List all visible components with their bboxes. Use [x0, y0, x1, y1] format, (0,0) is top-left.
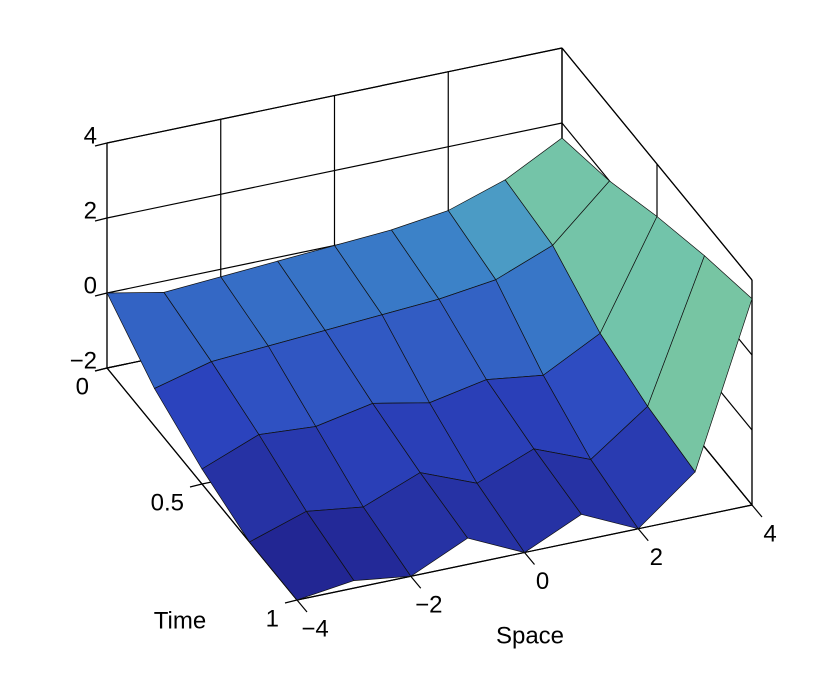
- x-tick-label: −4: [301, 615, 328, 642]
- surface-patch: [248, 510, 355, 601]
- x-tick-label: 4: [763, 520, 776, 547]
- x-tick-label: −2: [415, 592, 442, 619]
- y-tick-label: 1: [266, 605, 279, 632]
- x-tick: [410, 575, 422, 589]
- y-axis-label: Time: [154, 607, 206, 634]
- x-tick: [524, 552, 535, 565]
- y-tick: [94, 367, 108, 372]
- z-tick-label: 2: [84, 197, 97, 224]
- z-tick: [94, 217, 108, 222]
- z-tick: [94, 292, 108, 297]
- y-tick-label: 0: [76, 373, 89, 400]
- x-tick: [637, 528, 649, 542]
- x-tick-label: 0: [536, 568, 549, 595]
- x-tick: [296, 599, 308, 613]
- x-tick: [751, 504, 763, 518]
- x-axis-label: Space: [496, 622, 564, 649]
- x-tick-label: 2: [650, 544, 663, 571]
- y-tick-label: 0.5: [151, 489, 184, 516]
- y-tick: [284, 599, 298, 604]
- z-tick-label: 4: [84, 122, 97, 149]
- z-tick-label: 0: [84, 272, 97, 299]
- z-tick: [94, 142, 108, 147]
- z-tick-label: −2: [70, 347, 97, 374]
- y-tick: [189, 483, 203, 488]
